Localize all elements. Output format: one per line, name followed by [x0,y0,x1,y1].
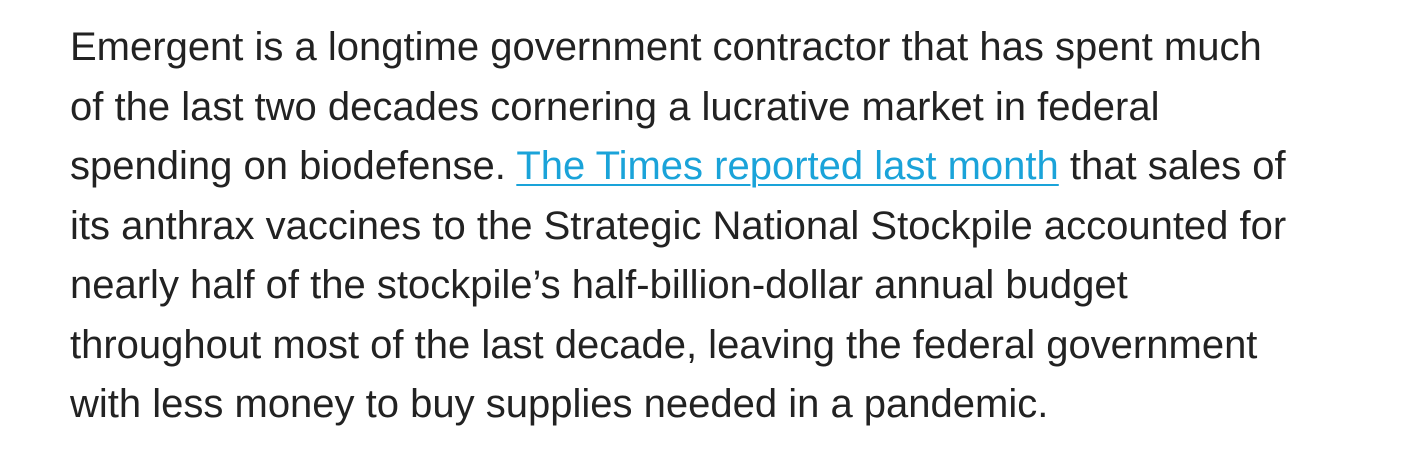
paragraph-line-6: throughout most of the last decade, leav… [70,322,1258,367]
paragraph-line-5: nearly half of the stockpile’s half-bill… [70,263,1128,307]
paragraph-line-3-before-link: spending on biodefense. [70,144,517,188]
times-reported-link[interactable]: The Times reported last month [516,144,1059,188]
article-paragraph: Emergent is a longtime government contra… [70,18,1390,435]
paragraph-line-2: of the last two decades cornering a lucr… [70,84,1160,129]
article-body: Emergent is a longtime government contra… [70,18,1390,435]
paragraph-line-1: Emergent is a longtime government contra… [70,25,1262,69]
paragraph-line-3-after-link: that sales of [1058,144,1286,188]
paragraph-line-7: with less money to buy supplies needed i… [70,382,1049,426]
paragraph-line-4: its anthrax vaccines to the Strategic Na… [70,203,1287,248]
paragraph-line-3: spending on biodefense. The Times report… [70,137,1390,197]
